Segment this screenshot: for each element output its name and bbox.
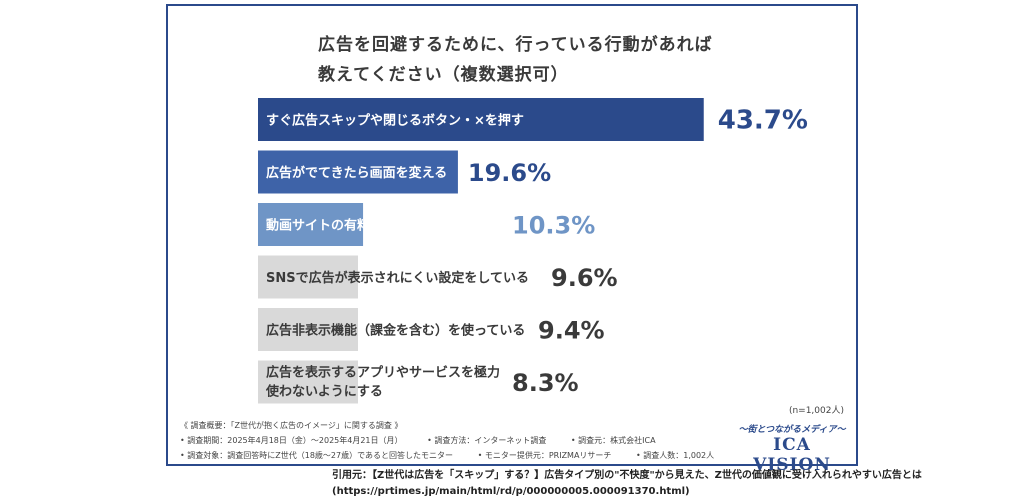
value-label-3: 10.3% — [512, 212, 595, 240]
value-label-5: 9.4% — [538, 317, 605, 345]
ica-vision-logo: 〜街とつながるメディア〜 ICA VISION — [733, 422, 851, 475]
survey-method: • 調査方法：インターネット調査 — [427, 436, 547, 445]
citation-line1: 引用元：【Z世代は広告を「スキップ」する？】広告タイプ別の"不快度"から見えた、… — [332, 470, 922, 481]
logo-brand: ICA VISION — [753, 435, 831, 475]
sample-size-note: (n=1,002人) — [788, 406, 844, 416]
bar-label-6: 広告を表示するアプリやサービスを極力使わないようにする — [265, 365, 500, 400]
survey-overview: 《 調査概要：「Z世代が抱く広告のイメージ」に関する調査 》 — [180, 421, 403, 430]
value-label-6: 8.3% — [512, 369, 579, 397]
citation: 引用元：【Z世代は広告を「スキップ」する？】広告タイプ別の"不快度"から見えた、… — [332, 468, 922, 500]
bar-1 — [258, 98, 704, 141]
chart-title-line2: 教えてください（複数選択可） — [318, 65, 569, 85]
logo-tagline: 〜街とつながるメディア〜 — [738, 425, 846, 435]
bar-3 — [258, 203, 364, 246]
survey-target: • 調査対象：調査回答時にZ世代（18歳〜27歳）であると回答したモニター — [180, 451, 454, 460]
survey-count: • 調査人数：1,002人 — [635, 451, 715, 460]
survey-notes: 《 調査概要：「Z世代が抱く広告のイメージ」に関する調査 》 • 調査期間：20… — [180, 418, 736, 463]
survey-source: • 調査元：株式会社ICA — [570, 436, 656, 445]
bar-5 — [258, 308, 358, 351]
bar-4 — [258, 255, 358, 299]
bar-2 — [258, 150, 458, 194]
bar-label-4: SNSで広告が表示されにくい設定をしている — [266, 270, 529, 286]
bar-label-5: 広告非表示機能（課金を含む）を使っている — [266, 323, 525, 339]
bar-label-2: 広告がでてきたら画面を変える — [266, 165, 447, 181]
value-label-2: 19.6% — [468, 159, 551, 187]
survey-period: • 調査期間：2025年4月18日（金）〜2025年4月21日（月） — [180, 436, 403, 445]
bar-label-1: すぐ広告スキップや閉じるボタン・×を押す — [266, 113, 524, 129]
citation-line2: (https://prtimes.jp/main/html/rd/p/00000… — [332, 486, 690, 497]
bar-6 — [258, 360, 358, 404]
survey-provider: • モニター提供元：PRIZMAリサーチ — [477, 451, 612, 460]
value-label-4: 9.6% — [551, 264, 618, 292]
value-label-1: 43.7% — [718, 106, 808, 136]
bar-label-3: 動画サイトの有料プランに加入している — [266, 218, 500, 234]
chart-title-line1: 広告を回避するために、行っている行動があれば — [318, 35, 713, 55]
